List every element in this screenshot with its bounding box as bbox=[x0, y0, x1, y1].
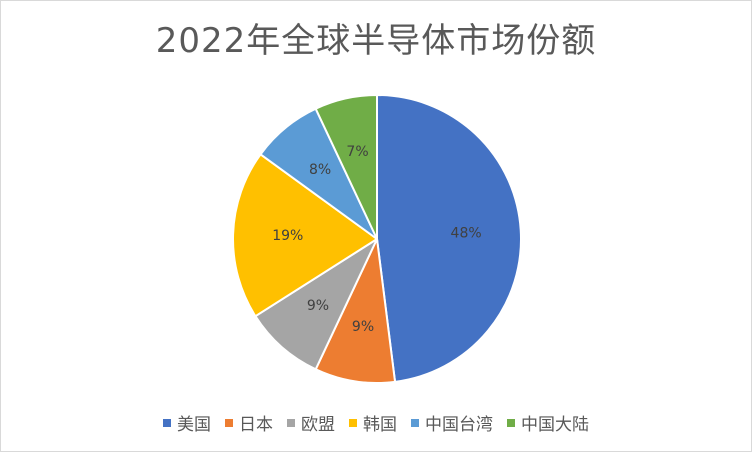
legend-item-3: 韩国 bbox=[349, 410, 397, 435]
legend-swatch-0 bbox=[163, 418, 171, 427]
legend-swatch-2 bbox=[287, 418, 295, 427]
legend-label-3: 韩国 bbox=[363, 415, 397, 435]
legend-label-2: 欧盟 bbox=[301, 415, 335, 435]
legend-swatch-3 bbox=[349, 418, 357, 427]
legend-item-1: 日本 bbox=[225, 410, 273, 435]
chart-title: 2022年全球半导体市场份额 bbox=[155, 21, 597, 61]
slice-data-label-3: 19% bbox=[272, 228, 303, 244]
legend-swatch-4 bbox=[411, 418, 419, 427]
legend-swatch-5 bbox=[507, 418, 515, 427]
pie-slice-5 bbox=[314, 94, 378, 240]
pie-slice-2 bbox=[254, 238, 378, 371]
legend-label-5: 中国大陆 bbox=[521, 415, 589, 435]
slice-data-label-4: 8% bbox=[309, 162, 331, 178]
legend: 美国 日本 欧盟 韩国 中国台湾 中国大陆 bbox=[1, 410, 751, 435]
legend-item-5: 中国大陆 bbox=[507, 410, 589, 435]
slice-data-label-2: 9% bbox=[307, 298, 329, 314]
pie-slice-1 bbox=[314, 238, 397, 384]
slice-data-label-5: 7% bbox=[346, 144, 368, 160]
legend-item-0: 美国 bbox=[163, 410, 211, 435]
legend-label-0: 美国 bbox=[177, 415, 211, 435]
legend-item-2: 欧盟 bbox=[287, 410, 335, 435]
legend-label-1: 日本 bbox=[239, 415, 273, 435]
legend-label-4: 中国台湾 bbox=[425, 415, 493, 435]
slice-data-label-0: 48% bbox=[451, 225, 482, 241]
slice-data-label-1: 9% bbox=[352, 319, 374, 335]
pie-slice-0 bbox=[376, 94, 523, 383]
legend-item-4: 中国台湾 bbox=[411, 410, 493, 435]
legend-swatch-1 bbox=[225, 418, 233, 427]
pie-slice-3 bbox=[232, 153, 378, 318]
